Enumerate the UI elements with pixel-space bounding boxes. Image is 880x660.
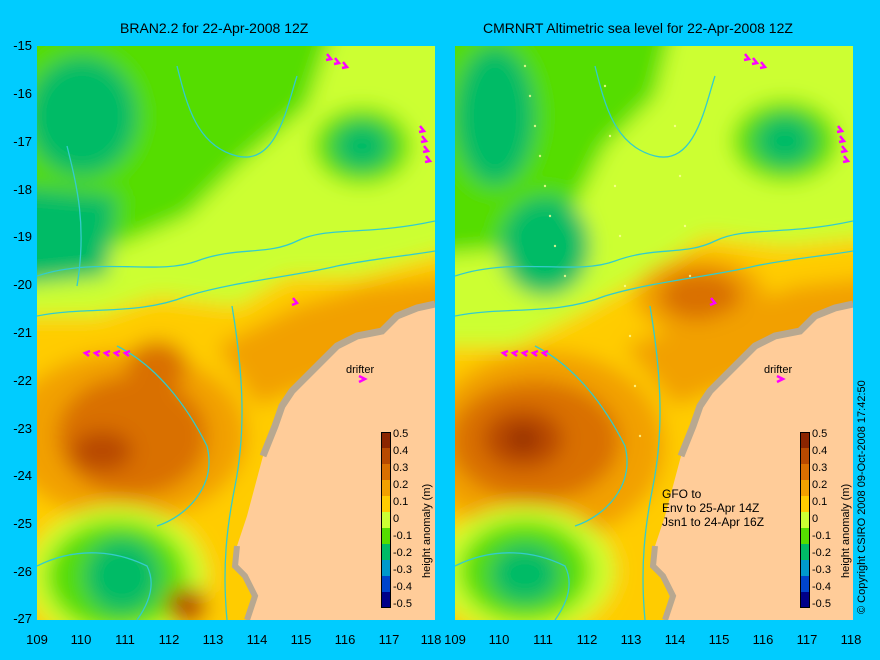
colorbar-swatch	[381, 480, 391, 497]
x-tick-label: 111	[533, 632, 553, 647]
x-tick-label: 114	[664, 632, 686, 647]
satellite-note-line: GFO to	[662, 487, 702, 501]
left-colorbar	[381, 432, 391, 608]
x-tick-label: 114	[246, 632, 268, 647]
colorbar-swatch	[800, 576, 810, 593]
colorbar-tick-label: 0.4	[812, 445, 828, 457]
colorbar-tick-label: 0.1	[812, 496, 828, 508]
x-tick-label: 109	[26, 632, 48, 647]
x-tick-label: 112	[576, 632, 598, 647]
satellite-note-line: Env to 25-Apr 14Z	[662, 501, 760, 515]
right-drifter-label: drifter	[764, 364, 793, 376]
colorbar-swatch	[800, 496, 810, 513]
colorbar-tick-label: -0.4	[812, 581, 831, 593]
x-tick-label: 110	[488, 632, 510, 647]
colorbar-tick-label: -0.1	[393, 530, 412, 542]
colorbar-tick-label: -0.1	[812, 530, 831, 542]
colorbar-swatch	[381, 496, 391, 513]
y-tick-label: -21	[13, 325, 32, 340]
colorbar-tick-label: 0	[393, 513, 400, 525]
y-tick-label: -18	[13, 182, 32, 197]
colorbar-swatch	[800, 448, 810, 465]
colorbar-tick-label: 0.2	[812, 479, 828, 491]
y-tick-label: -22	[13, 373, 32, 388]
x-tick-label: 116	[752, 632, 774, 647]
y-tick-label: -20	[13, 277, 32, 292]
colorbar-swatch	[800, 464, 810, 481]
colorbar-tick-label: 0.5	[812, 428, 828, 440]
right-panel-title: CMRNRT Altimetric sea level for 22-Apr-2…	[483, 20, 793, 36]
y-tick-label: -24	[13, 468, 32, 483]
colorbar-tick-label: -0.5	[393, 598, 412, 610]
x-tick-label: 111	[115, 632, 135, 647]
right-map	[455, 46, 853, 620]
x-tick-label: 109	[444, 632, 466, 647]
y-tick-label: -16	[13, 86, 32, 101]
y-tick-label: -26	[13, 564, 32, 579]
x-tick-label: 118	[420, 632, 442, 647]
colorbar-swatch	[800, 512, 810, 529]
left-map	[37, 46, 435, 620]
x-tick-label: 116	[334, 632, 356, 647]
colorbar-tick-label: 0.5	[393, 428, 409, 440]
colorbar-tick-label: -0.5	[812, 598, 831, 610]
x-tick-label: 118	[840, 632, 862, 647]
colorbar-swatch	[381, 560, 391, 577]
colorbar-swatch	[381, 512, 391, 529]
colorbar-swatch	[381, 544, 391, 561]
colorbar-tick-label: 0	[812, 513, 819, 525]
x-tick-label: 117	[378, 632, 400, 647]
x-tick-label: 112	[158, 632, 180, 647]
colorbar-swatch	[800, 560, 810, 577]
colorbar-swatch	[381, 528, 391, 545]
right-colorbar-title: height anomaly (m)	[840, 483, 852, 578]
colorbar-tick-label: 0.2	[393, 479, 409, 491]
satellite-note: GFO to Env to 25-Apr 14Z Jsn1 to 24-Apr …	[662, 487, 764, 529]
x-tick-label: 110	[70, 632, 92, 647]
colorbar-swatch	[381, 576, 391, 593]
colorbar-swatch	[800, 480, 810, 497]
x-tick-label: 115	[290, 632, 312, 647]
colorbar-swatch	[381, 432, 391, 449]
colorbar-tick-label: 0.1	[393, 496, 409, 508]
y-tick-label: -27	[13, 611, 32, 626]
x-tick-label: 113	[620, 632, 642, 647]
right-colorbar	[800, 432, 810, 608]
colorbar-swatch	[800, 544, 810, 561]
colorbar-swatch	[800, 432, 810, 449]
colorbar-tick-label: -0.2	[393, 547, 412, 559]
satellite-note-line: Jsn1 to 24-Apr 16Z	[662, 515, 765, 529]
left-drifter-label: drifter	[346, 364, 375, 376]
y-tick-label: -19	[13, 229, 32, 244]
y-tick-label: -17	[13, 134, 32, 149]
left-colorbar-title: height anomaly (m)	[421, 483, 433, 578]
colorbar-swatch	[381, 464, 391, 481]
y-tick-label: -23	[13, 421, 32, 436]
colorbar-swatch	[381, 592, 391, 608]
colorbar-swatch	[800, 528, 810, 545]
colorbar-tick-label: -0.3	[393, 564, 412, 576]
colorbar-tick-label: 0.3	[812, 462, 828, 474]
x-tick-label: 117	[796, 632, 818, 647]
colorbar-swatch	[381, 448, 391, 465]
left-panel-title: BRAN2.2 for 22-Apr-2008 12Z	[120, 20, 309, 36]
colorbar-tick-label: -0.3	[812, 564, 831, 576]
colorbar-tick-label: -0.4	[393, 581, 412, 593]
copyright-text: © Copyright CSIRO 2008 09-Oct-2008 17:42…	[856, 380, 868, 614]
colorbar-frame	[381, 432, 391, 608]
x-tick-label: 115	[708, 632, 730, 647]
colorbar-tick-label: 0.4	[393, 445, 409, 457]
y-tick-label: -25	[13, 516, 32, 531]
colorbar-frame	[800, 432, 810, 608]
colorbar-swatch	[800, 592, 810, 608]
colorbar-tick-label: 0.3	[393, 462, 409, 474]
y-tick-label: -15	[13, 38, 32, 53]
colorbar-tick-label: -0.2	[812, 547, 831, 559]
x-tick-label: 113	[202, 632, 224, 647]
